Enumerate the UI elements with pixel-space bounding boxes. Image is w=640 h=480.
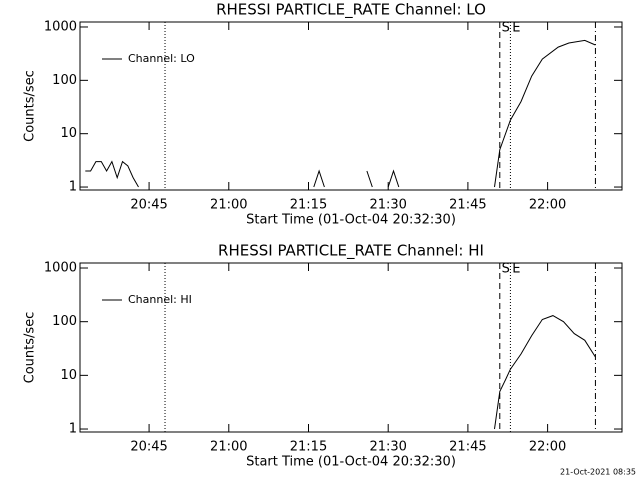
event-label: S: [502, 262, 510, 277]
plot-frame: [79, 21, 623, 191]
x-axis-label: Start Time (01-Oct-04 20:32:30): [246, 455, 456, 470]
y-tick-label: 1: [69, 422, 77, 437]
plot-frame: [79, 262, 623, 433]
x-tick-label: 22:00: [529, 198, 566, 213]
x-tick-label: 20:45: [130, 198, 167, 213]
legend-label: Channel: HI: [128, 293, 192, 306]
x-tick-label: 21:00: [210, 198, 247, 213]
y-tick-label: 100: [52, 73, 77, 88]
chart-title: RHESSI PARTICLE_RATE Channel: LO: [216, 1, 486, 20]
x-tick-label: 20:45: [130, 440, 167, 455]
series-line: [85, 39, 596, 188]
legend-label: Channel: LO: [128, 52, 195, 65]
event-label: E: [512, 262, 520, 277]
y-tick-label: 1000: [44, 261, 77, 276]
series-line: [494, 315, 596, 430]
y-axis-label: Counts/sec: [23, 312, 38, 384]
x-tick-label: 21:45: [449, 440, 486, 455]
event-label: E: [512, 21, 520, 36]
x-tick-label: 21:45: [449, 198, 486, 213]
y-tick-label: 10: [60, 368, 77, 383]
event-label: S: [502, 21, 510, 36]
y-tick-label: 100: [52, 314, 77, 329]
y-tick-label: 1: [69, 180, 77, 195]
x-tick-label: 21:30: [369, 440, 406, 455]
timestamp: 21-Oct-2021 08:35: [560, 468, 636, 477]
x-tick-label: 22:00: [529, 440, 566, 455]
y-axis-label: Counts/sec: [23, 70, 38, 142]
y-tick-label: 10: [60, 126, 77, 141]
x-axis-label: Start Time (01-Oct-04 20:32:30): [246, 213, 456, 228]
x-tick-label: 21:30: [369, 198, 406, 213]
x-tick-label: 21:15: [290, 198, 327, 213]
x-tick-label: 21:15: [290, 440, 327, 455]
x-tick-label: 21:00: [210, 440, 247, 455]
chart-title: RHESSI PARTICLE_RATE Channel: HI: [218, 242, 484, 261]
y-tick-label: 1000: [44, 19, 77, 34]
